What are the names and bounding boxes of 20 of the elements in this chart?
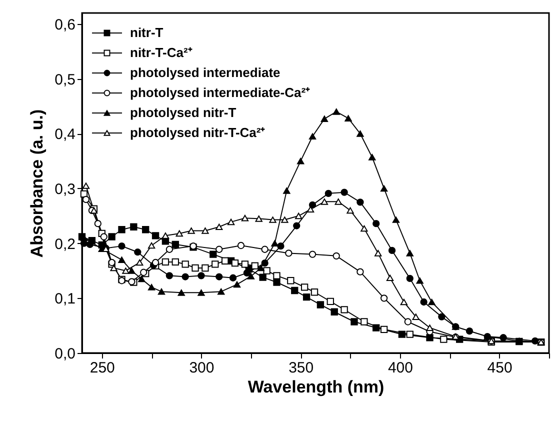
x-tick-label: 400	[388, 360, 413, 376]
legend-label: photolysed nitr-T-Ca²⁺	[130, 125, 266, 140]
y-tick-label: 0,4	[54, 126, 76, 144]
y-tick-label: 0,3	[54, 180, 76, 198]
y-tick-label: 0,6	[54, 16, 76, 34]
x-axis-title: Wavelength (nm)	[248, 378, 384, 396]
y-tick-label: 0,5	[54, 71, 76, 88]
legend-label: nitr-T	[130, 25, 164, 40]
y-tick-label: 0,0	[54, 346, 76, 362]
legend-label: nitr-T-Ca²⁺	[130, 45, 193, 60]
x-tick-label: 450	[487, 360, 512, 376]
y-axis-title: Absorbance (a. u.)	[28, 109, 47, 258]
x-tick-label: 300	[189, 360, 214, 376]
x-tick-label: 250	[90, 360, 115, 376]
y-tick-label: 0,1	[54, 290, 76, 308]
legend-label: photolysed intermediate	[130, 65, 280, 80]
legend-label: photolysed intermediate-Ca²⁺	[130, 85, 311, 100]
x-tick-label: 350	[288, 360, 314, 376]
y-tick-label: 0,2	[54, 236, 76, 253]
legend-label: photolysed nitr-T	[130, 105, 236, 120]
